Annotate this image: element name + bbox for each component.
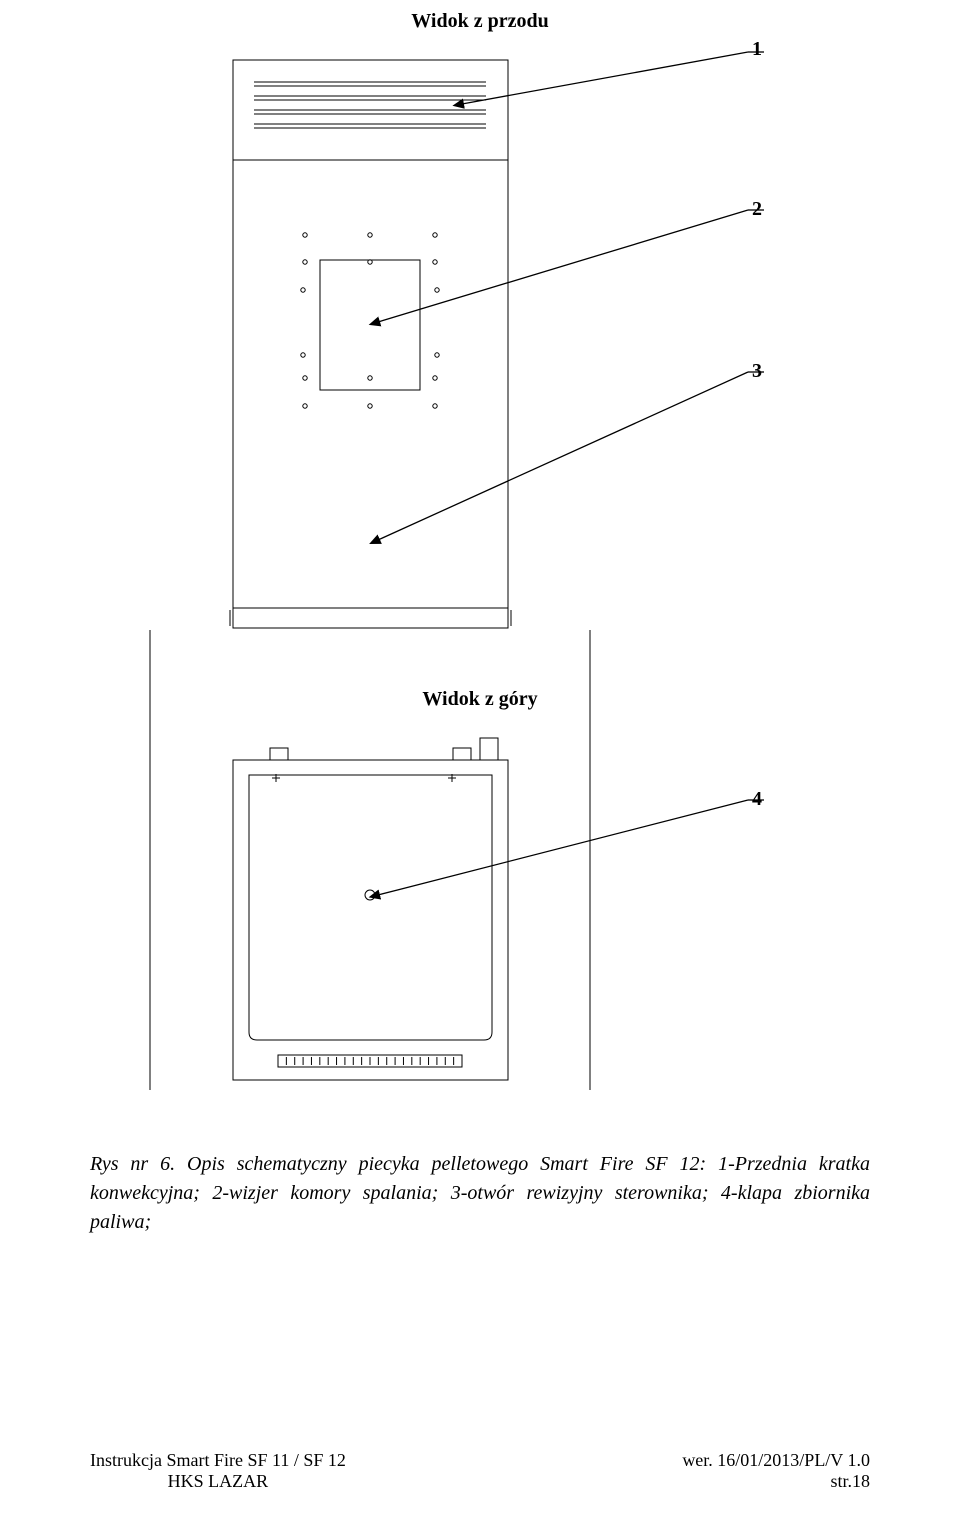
diagram-svg	[0, 0, 960, 1514]
footer-company: HKS LAZAR	[90, 1471, 346, 1492]
footer-page: str.18	[682, 1471, 870, 1492]
page-footer: Instrukcja Smart Fire SF 11 / SF 12 HKS …	[0, 1450, 960, 1492]
figure-caption: Rys nr 6. Opis schematyczny piecyka pell…	[90, 1150, 870, 1237]
footer-doc-title: Instrukcja Smart Fire SF 11 / SF 12	[90, 1450, 346, 1471]
callout-2: 2	[752, 198, 762, 221]
callout-4: 4	[752, 788, 762, 811]
title-top-view: Widok z góry	[0, 688, 960, 711]
callout-3: 3	[752, 360, 762, 383]
footer-version: wer. 16/01/2013/PL/V 1.0	[682, 1450, 870, 1471]
callout-1: 1	[752, 38, 762, 61]
caption-lead: Rys nr 6. Opis schematyczny piecyka pell…	[90, 1153, 718, 1175]
